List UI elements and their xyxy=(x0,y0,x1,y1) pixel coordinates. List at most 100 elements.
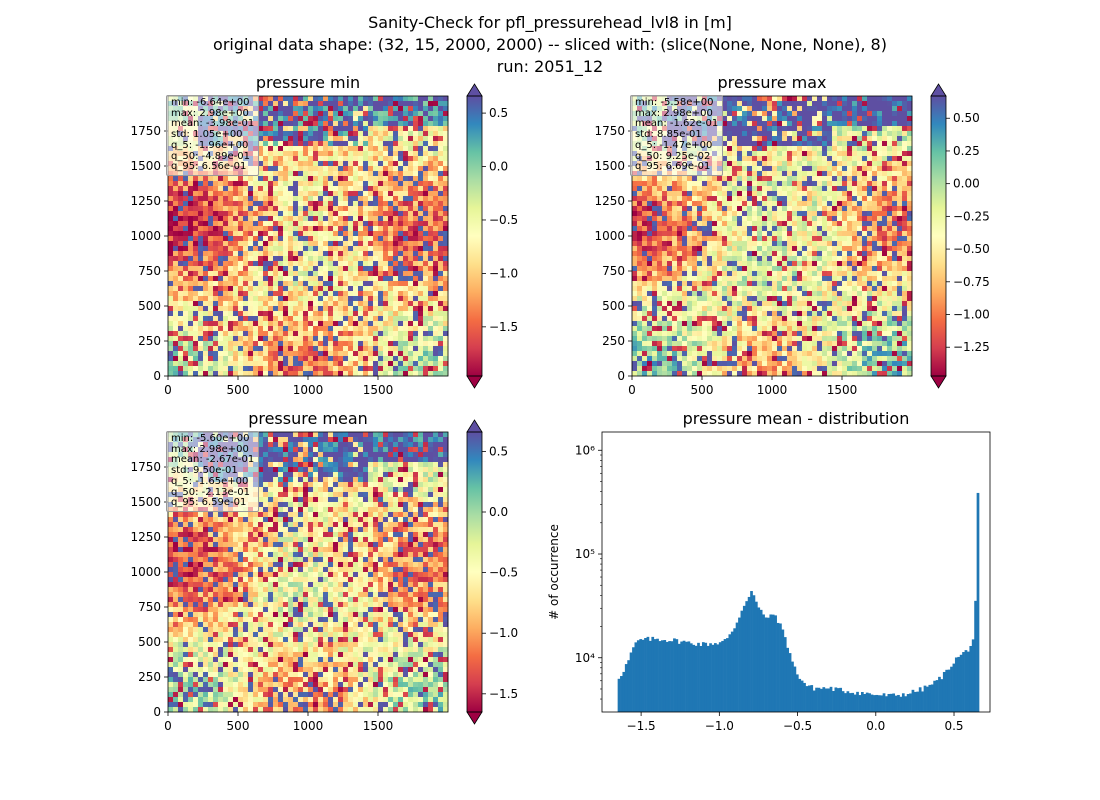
figure-title-line-2: original data shape: (32, 15, 2000, 2000… xyxy=(213,35,887,54)
histogram-bar xyxy=(930,684,934,712)
histogram-bar xyxy=(694,645,698,712)
x-tick-label: 500 xyxy=(227,719,250,733)
histogram-bar xyxy=(658,641,662,712)
y-tick-label: 1750 xyxy=(130,460,161,474)
histogram-bar xyxy=(793,666,797,712)
x-tick-label: 1500 xyxy=(827,383,858,397)
stats-line: q_95: 6.56e-01 xyxy=(171,161,247,173)
y-tick-label: 0 xyxy=(153,705,161,719)
histogram-bar xyxy=(877,695,881,712)
colorbar-tick-label: −1.25 xyxy=(953,340,990,354)
histogram-bar xyxy=(620,676,623,712)
colorbar-frame xyxy=(466,95,483,377)
histogram-bar xyxy=(617,678,621,712)
histogram-bar xyxy=(858,695,862,712)
x-tick-label: 1500 xyxy=(363,719,394,733)
stats-line: q_5: -1.65e+00 xyxy=(171,475,249,487)
histogram-bar xyxy=(699,645,703,712)
histogram-bar xyxy=(798,678,802,712)
colorbar-tick-label: −1.00 xyxy=(953,308,990,322)
histogram-bar xyxy=(942,671,946,712)
histogram-bar xyxy=(627,660,630,712)
histogram-bar xyxy=(815,687,818,712)
histogram-bar xyxy=(889,693,893,712)
histogram-bar xyxy=(624,664,628,712)
colorbar-tick-label: −0.5 xyxy=(489,566,518,580)
histogram-bar xyxy=(682,640,686,712)
colorbar-tick-label: 0.0 xyxy=(489,505,508,519)
histogram-bar xyxy=(947,669,951,712)
histogram-bar xyxy=(800,680,804,712)
y-tick-label: 1500 xyxy=(130,495,161,509)
stats-line: mean: -1.62e-01 xyxy=(635,118,719,130)
colorbar-tick-label: −1.5 xyxy=(489,320,518,334)
histogram-bar xyxy=(675,639,679,712)
colorbar-tick-label: 0.50 xyxy=(953,111,980,125)
x-tick-label: 0 xyxy=(164,383,172,397)
stats-line: min: -5.60e+00 xyxy=(171,433,250,444)
y-tick-label: 250 xyxy=(138,334,161,348)
histogram-bar xyxy=(950,666,953,712)
histogram-bar xyxy=(622,671,626,712)
histogram-bar xyxy=(976,492,980,712)
histogram-ylabel: # of occurrence xyxy=(547,524,561,620)
colorbar-frame xyxy=(930,95,947,377)
histogram-bar xyxy=(967,651,970,712)
histogram-bar xyxy=(805,686,809,712)
y-tick-label: 500 xyxy=(138,299,161,313)
histogram-bar xyxy=(865,692,869,712)
histogram-title: pressure mean - distribution xyxy=(683,409,910,428)
histogram-bar xyxy=(969,645,973,712)
histogram-bar xyxy=(742,605,746,712)
histogram-bar xyxy=(945,669,949,712)
histogram-bar xyxy=(832,691,835,712)
histogram-bar xyxy=(735,622,739,712)
histogram-bar xyxy=(670,641,674,712)
colorbar-tick-label: 0.25 xyxy=(953,144,980,158)
histogram-bar xyxy=(928,684,932,712)
y-tick-label: 1750 xyxy=(594,124,625,138)
histogram-bar xyxy=(880,695,883,712)
y-tick-label: 1250 xyxy=(594,194,625,208)
x-tick-label: 1000 xyxy=(293,719,324,733)
colorbar-tick-label: −0.75 xyxy=(953,275,990,289)
x-tick-label: −0.5 xyxy=(783,719,812,733)
histogram-bar xyxy=(926,686,929,712)
histogram-bar xyxy=(962,652,965,712)
histogram-bar xyxy=(863,694,867,712)
stats-box-min: min: -6.64e+00 max: 2.98e+00 mean: -3.98e-… xyxy=(166,95,260,176)
colorbar-gradient xyxy=(931,96,946,376)
histogram-bar xyxy=(938,676,941,712)
colorbar-gradient xyxy=(467,432,482,712)
histogram-frame xyxy=(601,431,991,713)
y-tick-label: 1500 xyxy=(130,159,161,173)
histogram-bar xyxy=(834,687,838,712)
histogram-bar xyxy=(964,650,968,712)
y-tick-label: 10⁴ xyxy=(575,651,595,665)
histogram-bar xyxy=(714,643,717,712)
histogram-bar xyxy=(733,628,736,712)
histogram-bar xyxy=(791,661,794,712)
colorbar-extend-min xyxy=(466,375,483,389)
histogram-bar xyxy=(769,614,773,712)
stats-line: q_50: 9.25e-02 xyxy=(635,150,711,162)
histogram-bar xyxy=(752,595,756,712)
figure-title-line-1: Sanity-Check for pfl_pressurehead_lvl8 i… xyxy=(368,13,732,32)
x-tick-label: 1500 xyxy=(363,383,394,397)
colorbar: 0.5 0.0 −0.5 −1.0 −1.5 xyxy=(466,419,518,725)
histogram-bar xyxy=(685,641,688,712)
stats-line: max: 2.98e+00 xyxy=(171,107,249,119)
stats-line: q_50: -4.89e-01 xyxy=(171,150,250,162)
y-tick-label: 1500 xyxy=(594,159,625,173)
panel-title: pressure min xyxy=(256,73,360,92)
histogram-bar xyxy=(974,600,977,712)
x-tick-label: −1.5 xyxy=(627,719,656,733)
histogram-panel: pressure mean - distribution −1.5 −1.0 −0.5… xyxy=(547,409,991,733)
histogram-bar xyxy=(914,691,917,712)
histogram-bar xyxy=(795,674,799,712)
histogram-bar xyxy=(904,696,908,712)
histogram-bar xyxy=(653,639,657,712)
histogram-bar xyxy=(909,693,912,712)
stats-box-max: min: -5.58e+00 max: 2.98e+00 mean: -1.62e-… xyxy=(630,95,724,176)
